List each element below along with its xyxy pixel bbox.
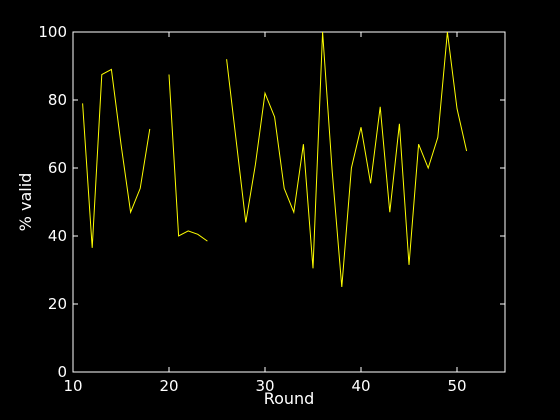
y-tick-label: 0 — [57, 363, 67, 381]
y-tick-label: 80 — [48, 91, 67, 109]
x-tick-label: 30 — [255, 377, 274, 395]
x-tick-label: 50 — [447, 377, 466, 395]
series-group — [82, 31, 468, 288]
y-tick-label: 40 — [48, 227, 67, 245]
y-axis-label: % valid — [16, 173, 35, 232]
plot-area — [72, 31, 506, 373]
x-axis-label: Round — [264, 389, 315, 408]
y-tick-label: 20 — [48, 295, 67, 313]
series-line-segment — [226, 31, 468, 288]
y-tick-label: 100 — [38, 23, 67, 41]
ticks-group: 10 20 30 40 50 0 20 40 60 80 100 — [38, 23, 505, 395]
x-tick-label: 40 — [351, 377, 370, 395]
x-tick-label: 20 — [159, 377, 178, 395]
x-tick-label: 10 — [63, 377, 82, 395]
series-line-segment — [82, 68, 151, 248]
y-tick-label: 60 — [48, 159, 67, 177]
series-line-segment — [168, 74, 208, 242]
